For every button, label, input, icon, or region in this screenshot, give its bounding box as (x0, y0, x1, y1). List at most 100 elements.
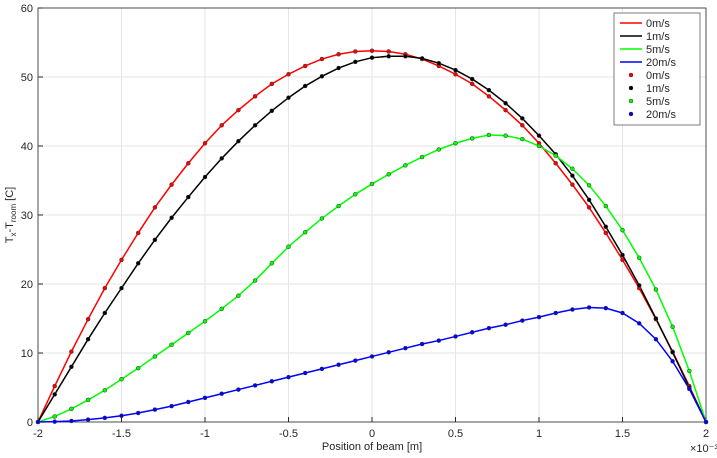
data-point (486, 94, 492, 99)
data-point (202, 395, 208, 401)
data-point (419, 56, 425, 61)
data-point (135, 230, 141, 236)
data-point (269, 81, 275, 87)
data-point (102, 388, 108, 393)
x-tick-label: -0.5 (279, 428, 298, 440)
data-point (319, 366, 325, 372)
data-point (302, 63, 308, 69)
y-tick-label: 0 (27, 417, 33, 429)
data-point (85, 316, 91, 322)
data-point (620, 310, 625, 316)
y-tick-label: 10 (21, 348, 33, 360)
data-point (186, 161, 191, 166)
data-point (286, 374, 291, 380)
data-point (536, 143, 542, 149)
data-point (653, 336, 659, 342)
y-tick-label: 60 (21, 3, 33, 15)
data-point (503, 107, 508, 113)
data-point (169, 182, 174, 187)
data-point (469, 81, 475, 87)
data-point (586, 183, 592, 188)
data-point (603, 230, 609, 236)
data-point (453, 334, 458, 339)
data-point (703, 419, 709, 425)
x-tick-label: -1 (200, 428, 210, 440)
data-point (319, 216, 325, 221)
data-point (436, 147, 442, 152)
data-point (286, 95, 291, 100)
data-point (403, 163, 408, 168)
data-point (302, 370, 308, 376)
data-point (670, 359, 675, 364)
legend-marker (628, 98, 634, 104)
data-point (302, 230, 308, 235)
data-point (102, 310, 108, 316)
data-point (469, 330, 475, 335)
data-point (503, 322, 508, 327)
data-point (453, 71, 458, 77)
y-tick-label: 20 (21, 279, 33, 291)
data-point (236, 387, 241, 392)
data-point (419, 154, 425, 160)
data-point (102, 285, 108, 291)
data-point (169, 215, 174, 221)
data-point (135, 410, 141, 416)
legend-box (613, 12, 701, 126)
legend-label: 5m/s (646, 44, 670, 56)
data-point (369, 354, 375, 359)
data-point (252, 383, 258, 388)
data-point (553, 153, 558, 158)
data-point (269, 261, 275, 266)
data-point (336, 65, 341, 71)
y-tick-label: 30 (21, 210, 33, 222)
data-point (69, 406, 74, 412)
data-point (252, 94, 258, 99)
data-point (252, 278, 258, 283)
data-point (219, 391, 224, 396)
data-point (169, 403, 174, 409)
data-point (603, 305, 609, 311)
data-point (152, 237, 158, 243)
y-label-part: T (4, 236, 16, 243)
x-tick-label: 2 (703, 428, 709, 440)
data-point (586, 197, 592, 203)
data-point (85, 397, 91, 403)
data-point (302, 83, 308, 89)
data-point (636, 321, 642, 326)
x-tick-label: -1.5 (112, 428, 131, 440)
legend-label: 5m/s (646, 96, 670, 108)
data-point (52, 383, 57, 389)
data-point (687, 386, 692, 392)
data-point (236, 138, 241, 144)
legend-label: 0m/s (646, 18, 670, 30)
data-point (520, 136, 525, 142)
data-point (520, 318, 525, 323)
data-point (486, 325, 492, 331)
data-point (570, 166, 575, 172)
x-tick-label: 0.5 (448, 428, 463, 440)
data-point (553, 161, 558, 166)
data-point (52, 419, 57, 424)
data-point (85, 336, 91, 342)
data-point (469, 76, 475, 82)
data-point (119, 376, 124, 382)
data-point (436, 60, 442, 66)
data-point (353, 358, 358, 363)
data-point (152, 354, 158, 359)
legend-marker (628, 85, 634, 91)
x-tick-label: -2 (33, 428, 43, 440)
data-point (119, 257, 124, 263)
data-point (486, 87, 492, 93)
data-point (553, 310, 558, 316)
data-point (620, 257, 625, 263)
data-point (670, 324, 675, 330)
data-point (603, 224, 609, 229)
data-point (653, 287, 659, 292)
data-point (336, 362, 341, 367)
data-point (687, 368, 692, 374)
data-point (520, 123, 525, 128)
data-point (69, 364, 74, 370)
data-point (353, 59, 358, 65)
data-point (202, 174, 208, 180)
x-axis-label: Position of beam [m] (322, 441, 422, 453)
